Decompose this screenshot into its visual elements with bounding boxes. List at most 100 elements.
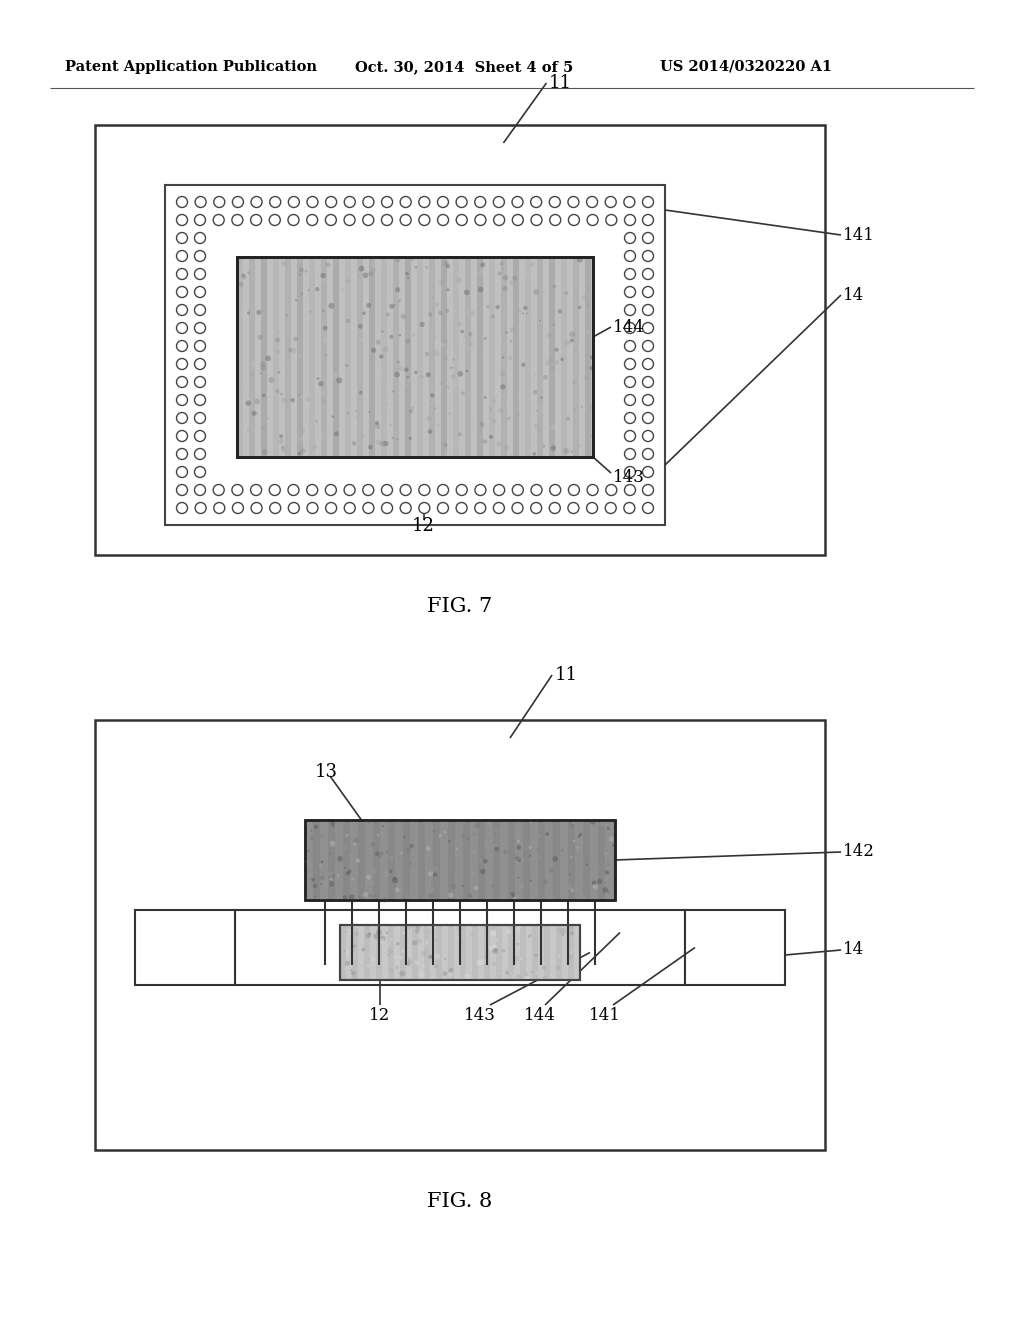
Circle shape [493,268,495,271]
Circle shape [344,867,346,869]
Bar [165,185,665,525]
Circle shape [288,484,299,495]
Circle shape [457,933,460,936]
Bar [333,257,339,457]
Circle shape [458,432,462,436]
Circle shape [607,890,610,894]
Circle shape [578,306,582,309]
Circle shape [543,966,546,969]
Circle shape [321,399,327,404]
Bar [485,820,493,900]
Circle shape [496,830,500,833]
Circle shape [362,503,374,513]
Circle shape [563,929,565,931]
Circle shape [410,862,412,865]
Circle shape [488,945,494,950]
Circle shape [301,428,305,433]
Circle shape [470,932,474,936]
Circle shape [176,449,187,459]
Circle shape [416,925,420,931]
Text: 11: 11 [555,667,578,684]
Circle shape [470,933,473,937]
Circle shape [444,958,446,960]
Text: 141: 141 [843,227,874,243]
Circle shape [558,956,560,958]
Circle shape [549,358,554,363]
Circle shape [261,425,266,430]
Bar [440,820,449,900]
Circle shape [355,888,358,892]
Circle shape [642,376,653,388]
Circle shape [512,962,514,964]
Circle shape [490,854,494,857]
Circle shape [493,944,497,948]
Circle shape [496,359,501,364]
Circle shape [605,850,608,853]
Circle shape [389,939,392,941]
Circle shape [298,438,301,441]
Bar [470,820,478,900]
Circle shape [487,832,492,836]
Circle shape [642,395,653,405]
Circle shape [423,965,426,968]
Bar [319,820,328,900]
Circle shape [419,197,430,207]
Bar [412,925,418,979]
Bar [393,257,399,457]
Bar [340,925,580,979]
Circle shape [195,484,206,495]
Circle shape [543,375,548,379]
Circle shape [585,271,587,273]
Circle shape [505,400,509,404]
Circle shape [569,331,575,337]
Circle shape [321,836,323,838]
Circle shape [251,214,261,226]
Circle shape [260,362,265,367]
Circle shape [176,430,187,441]
Circle shape [586,304,590,308]
Circle shape [305,397,310,401]
Circle shape [496,305,500,309]
Text: 14: 14 [843,941,864,958]
Circle shape [392,878,398,883]
Circle shape [427,924,433,929]
Circle shape [352,945,355,948]
Circle shape [538,428,542,433]
Bar [477,257,483,457]
Bar [441,257,447,457]
Circle shape [316,378,319,380]
Circle shape [534,289,539,294]
Circle shape [293,337,298,342]
Circle shape [368,820,371,824]
Circle shape [512,503,523,513]
Circle shape [176,286,187,297]
Bar [472,925,478,979]
Circle shape [372,869,377,874]
Circle shape [578,834,581,838]
Circle shape [568,949,573,954]
Circle shape [490,925,496,931]
Text: 13: 13 [315,763,338,781]
Circle shape [590,405,595,409]
Circle shape [609,837,614,841]
Circle shape [556,965,560,970]
Circle shape [378,351,382,355]
Circle shape [378,447,379,449]
Circle shape [558,928,564,933]
Circle shape [456,503,467,513]
Bar [388,925,394,979]
Circle shape [526,313,527,314]
Circle shape [573,863,574,865]
Circle shape [480,263,485,268]
Circle shape [537,411,538,412]
Circle shape [407,376,409,379]
Circle shape [494,197,505,207]
Circle shape [321,392,325,396]
Circle shape [242,273,246,279]
Circle shape [451,367,453,368]
Circle shape [512,214,523,226]
Circle shape [503,275,508,280]
Bar [530,820,538,900]
Circle shape [430,393,434,397]
Circle shape [176,376,187,388]
